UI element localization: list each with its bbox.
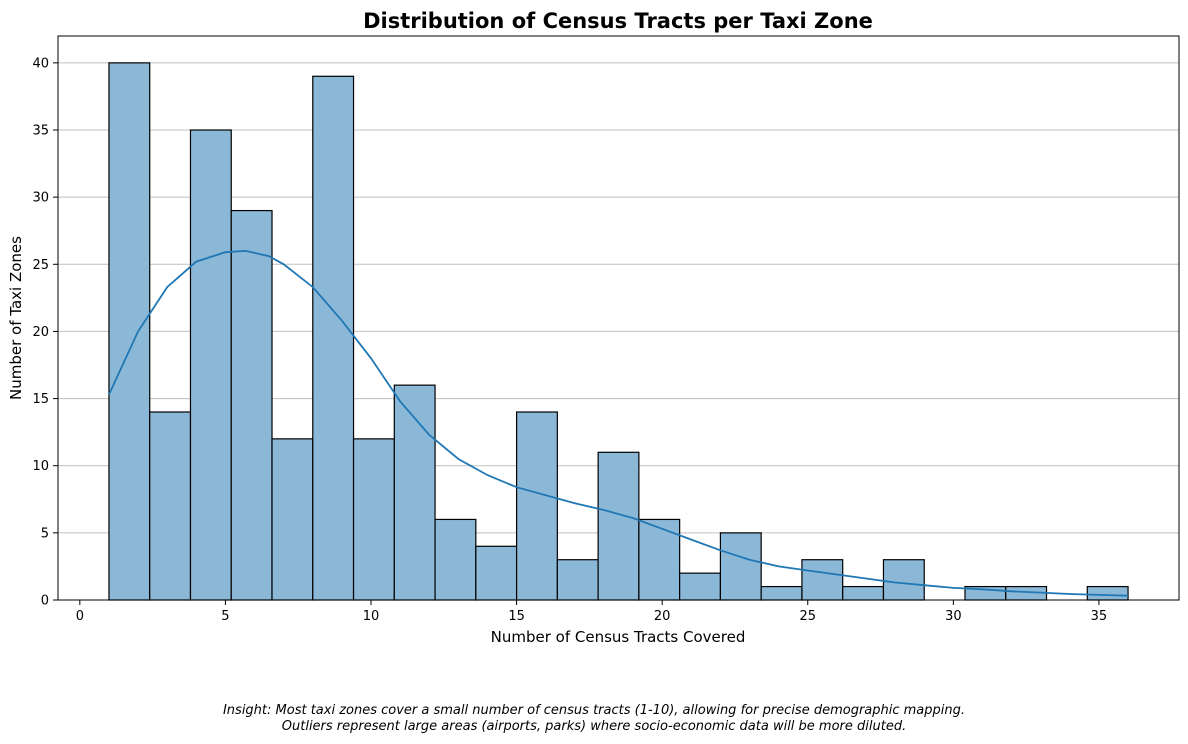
histogram-bars (108, 62, 1129, 601)
y-tick-label: 0 (41, 594, 49, 609)
histogram-bar (108, 62, 151, 601)
x-tick-label: 25 (799, 609, 816, 624)
insight-footnote-line-2: Outliers represent large areas (airports… (281, 719, 907, 734)
histogram-bar (1086, 585, 1129, 601)
y-tick-label: 20 (32, 325, 49, 340)
histogram-bar (352, 438, 395, 601)
histogram-bar (149, 411, 192, 601)
y-axis-ticks: 0 5 10 15 20 25 30 35 40 (32, 56, 58, 609)
histogram-bar (842, 585, 885, 601)
y-tick-label: 5 (41, 526, 49, 541)
insight-footnote-line-1: Insight: Most taxi zones cover a small n… (222, 703, 966, 718)
x-axis-label: Number of Census Tracts Covered (491, 628, 746, 646)
plot-frame (57, 35, 1180, 601)
x-tick-label: 0 (76, 609, 84, 624)
histogram-bar (719, 532, 762, 601)
chart-title: Distribution of Census Tracts per Taxi Z… (363, 9, 873, 33)
x-tick-label: 5 (221, 609, 229, 624)
histogram-bar (556, 559, 599, 601)
histogram-bar (271, 438, 314, 601)
histogram-bar (801, 559, 844, 601)
histogram-bar (434, 518, 477, 601)
x-tick-label: 30 (945, 609, 962, 624)
y-tick-label: 35 (32, 124, 49, 139)
histogram-bar (393, 384, 436, 601)
kde-curve (108, 249, 1129, 597)
y-tick-label: 15 (32, 392, 49, 407)
y-tick-label: 30 (32, 191, 49, 206)
y-tick-label: 10 (32, 459, 49, 474)
histogram-bar (597, 451, 640, 601)
histogram-bar (760, 585, 803, 601)
histogram-bar (882, 559, 925, 601)
x-tick-label: 20 (654, 609, 671, 624)
histogram-chart: Distribution of Census Tracts per Taxi Z… (7, 9, 1180, 646)
x-tick-label: 15 (508, 609, 525, 624)
histogram-bar (312, 75, 355, 601)
y-axis-label: Number of Taxi Zones (7, 236, 25, 400)
x-tick-label: 10 (363, 609, 380, 624)
histogram-bar (638, 518, 681, 601)
histogram-bar (189, 129, 232, 601)
histogram-bar (230, 209, 273, 601)
histogram-bar (515, 411, 558, 601)
y-tick-label: 25 (32, 258, 49, 273)
x-tick-label: 35 (1091, 609, 1108, 624)
x-axis-ticks: 0 5 10 15 20 25 30 35 (76, 600, 1108, 624)
y-tick-label: 40 (32, 56, 49, 71)
histogram-bar (475, 545, 518, 601)
histogram-bar (679, 572, 722, 601)
